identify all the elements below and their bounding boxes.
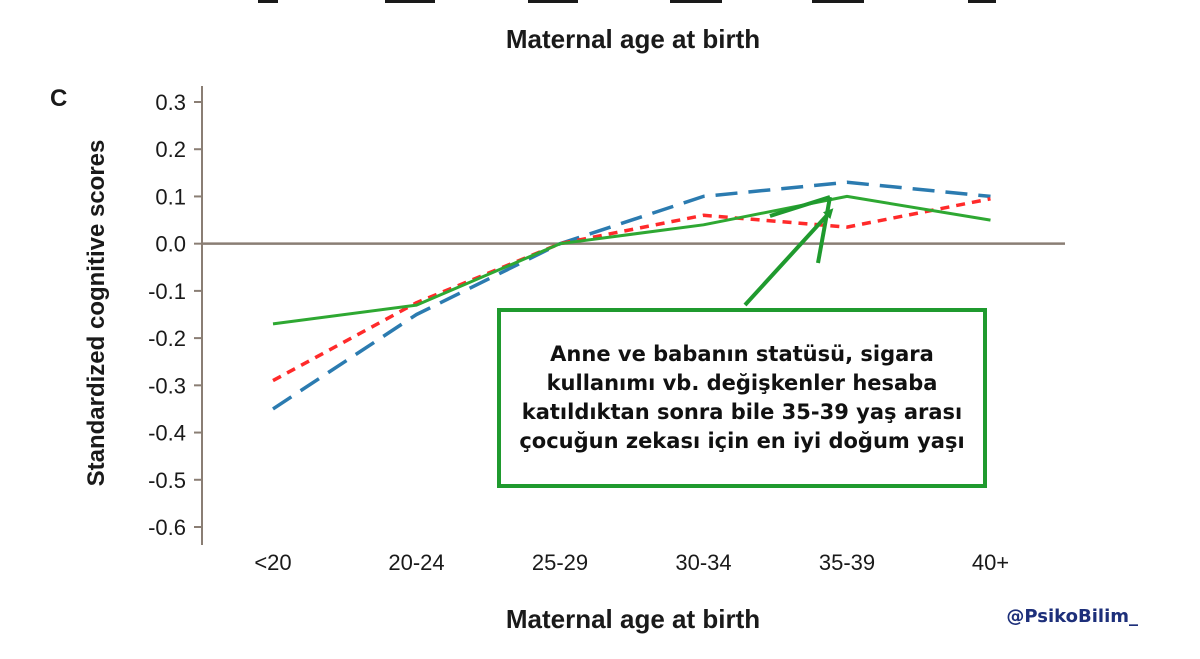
y-tick-label: 0.2 <box>155 137 186 162</box>
cropped-upper-tick-marks <box>258 0 996 3</box>
annotation-arrow-barb-2 <box>769 195 831 218</box>
panel-label: C <box>50 85 67 112</box>
y-tick-label: 0.0 <box>155 232 186 257</box>
annotation-arrow-barb <box>816 196 832 264</box>
x-tick-label: 35-39 <box>819 550 875 575</box>
y-tick-label: 0.1 <box>155 184 186 209</box>
y-axis-ticks: 0.3 0.2 0.1 0.0 -0.1 -0.2 -0.3 -0.4 -0.5 -0.6 <box>148 90 202 540</box>
x-tick-label: <20 <box>254 550 291 575</box>
credit-handle: @PsikoBilim_ <box>1006 606 1138 627</box>
annotation-text: Anne ve babanın statüsü, sigara kullanım… <box>519 342 965 453</box>
y-axis-label: Standardized cognitive scores <box>83 140 110 487</box>
x-tick-label: 40+ <box>972 550 1009 575</box>
upper-x-axis-label: Maternal age at birth <box>506 24 760 54</box>
y-tick-label: -0.1 <box>148 279 186 304</box>
series-line-long-dash <box>272 180 991 411</box>
x-axis-ticks: <20 20-24 25-29 30-34 35-39 40+ <box>254 550 1009 575</box>
y-tick-label: 0.3 <box>155 90 186 115</box>
x-tick-label: 20-24 <box>388 550 444 575</box>
x-tick-label: 30-34 <box>675 550 731 575</box>
y-tick-label: -0.2 <box>148 326 186 351</box>
y-tick-label: -0.3 <box>148 373 186 398</box>
series-line-solid <box>272 194 991 326</box>
series-lines <box>272 180 991 411</box>
y-tick-label: -0.6 <box>148 515 186 540</box>
x-axis-label: Maternal age at birth <box>506 604 760 634</box>
y-tick-label: -0.4 <box>148 421 186 446</box>
y-tick-label: -0.5 <box>148 468 186 493</box>
series-line-short-dash <box>272 197 991 383</box>
annotation-arrow <box>743 208 834 307</box>
annotation-box: Anne ve babanın statüsü, sigara kullanım… <box>497 308 987 488</box>
x-tick-label: 25-29 <box>532 550 588 575</box>
